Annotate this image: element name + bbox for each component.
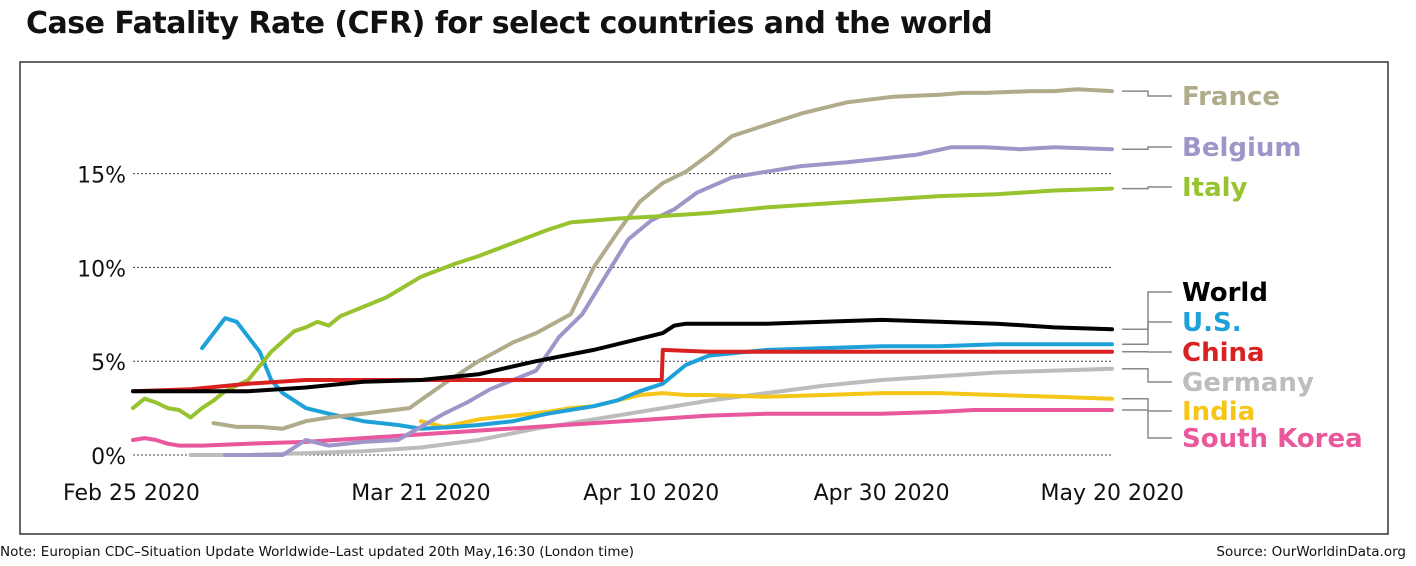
series-lines xyxy=(133,89,1112,455)
x-axis-tick-labels: Feb 25 2020 Mar 21 2020 Apr 10 2020 Apr 30 … xyxy=(63,481,1184,506)
series-label-germany: Germany xyxy=(1182,368,1314,398)
series-label-u-s: U.S. xyxy=(1182,308,1242,338)
x-tick-label: Mar 21 2020 xyxy=(351,481,490,506)
y-tick-label: 5% xyxy=(91,351,126,376)
y-tick-label: 0% xyxy=(91,445,126,470)
y-tick-label: 10% xyxy=(77,257,126,282)
label-leader-france xyxy=(1122,91,1172,96)
x-tick-label: May 20 2020 xyxy=(1041,481,1184,506)
series-line-china xyxy=(133,350,1112,391)
x-tick-label: Apr 30 2020 xyxy=(814,481,950,506)
label-leader-south-korea xyxy=(1122,410,1172,438)
series-label-south-korea: South Korea xyxy=(1182,424,1363,454)
series-label-france: France xyxy=(1182,82,1280,112)
label-leader-india xyxy=(1122,399,1172,411)
series-label-belgium: Belgium xyxy=(1182,133,1302,163)
series-end-labels: France Belgium Italy WorldU.S.ChinaGermanyI… xyxy=(1122,82,1363,454)
series-label-china: China xyxy=(1182,338,1265,368)
label-leader-u-s xyxy=(1122,322,1172,344)
x-tick-label: Apr 10 2020 xyxy=(583,481,719,506)
series-label-italy: Italy xyxy=(1182,173,1248,203)
series-label-world: World xyxy=(1182,278,1268,308)
source-credit: Source: OurWorldinData.org xyxy=(1216,544,1406,560)
label-leader-italy xyxy=(1122,187,1172,189)
footnote: Note: Europian CDC–Situation Update Worl… xyxy=(0,544,634,560)
y-axis-tick-labels: 0% 5% 10% 15% xyxy=(77,164,126,470)
label-leader-world xyxy=(1122,292,1172,329)
series-label-india: India xyxy=(1182,397,1255,427)
y-tick-label: 15% xyxy=(77,164,126,189)
label-leader-germany xyxy=(1122,369,1172,382)
label-leader-belgium xyxy=(1122,147,1172,149)
x-tick-label: Feb 25 2020 xyxy=(63,481,200,506)
